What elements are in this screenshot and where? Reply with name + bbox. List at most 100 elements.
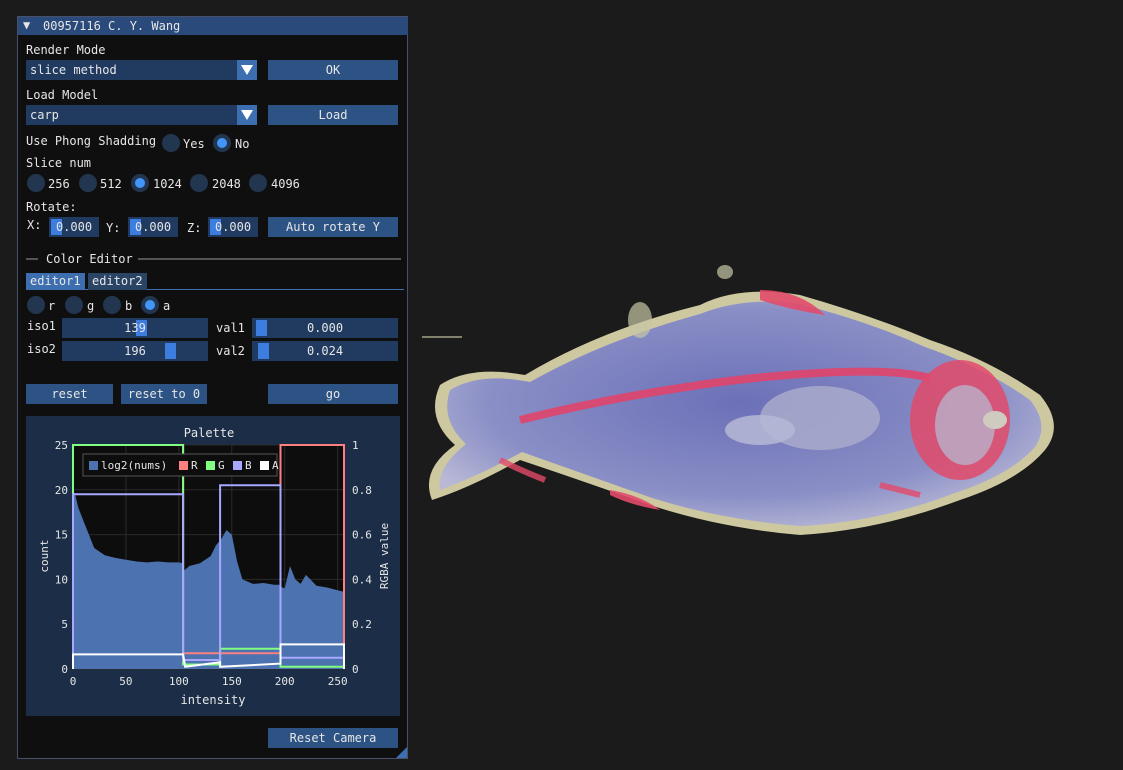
collapse-arrow-icon[interactable]: ▼ bbox=[23, 18, 31, 32]
x-tick-label: 0 bbox=[70, 675, 77, 688]
chart-xlabel: intensity bbox=[180, 693, 245, 707]
window-title: 00957116 C. Y. Wang bbox=[43, 19, 181, 33]
chevron-down-icon[interactable] bbox=[237, 60, 257, 80]
load-button[interactable]: Load bbox=[268, 105, 398, 125]
rotate-z-field[interactable]: 0.000 bbox=[208, 217, 258, 237]
channel-b-radio[interactable] bbox=[103, 296, 121, 314]
iso2-slider[interactable]: 196 bbox=[62, 341, 208, 361]
series-area-log2(nums) bbox=[73, 489, 344, 669]
render-mode-combo[interactable]: slice method bbox=[26, 60, 257, 80]
phong-yes-radio[interactable] bbox=[162, 134, 180, 152]
y2-tick-label: 1 bbox=[352, 439, 359, 452]
slice-4096-label: 4096 bbox=[271, 177, 300, 191]
rotate-x-field[interactable]: 0.000 bbox=[49, 217, 99, 237]
x-tick-label: 100 bbox=[169, 675, 189, 688]
slice-512-radio[interactable] bbox=[79, 174, 97, 192]
palette-chart-svg: Palette intensity count RGBA value 0 50 10… bbox=[38, 426, 391, 707]
x-tick-label: 150 bbox=[222, 675, 242, 688]
channel-a-label: a bbox=[163, 299, 171, 313]
load-model-label: Load Model bbox=[26, 88, 99, 102]
iso1-value: 139 bbox=[124, 321, 146, 335]
render-mode-label: Render Mode bbox=[26, 43, 106, 57]
volume-render-image bbox=[422, 265, 1054, 535]
iso1-slider[interactable]: 139 bbox=[62, 318, 208, 338]
slice-label: Slice num bbox=[26, 156, 92, 170]
rotate-x-label: X: bbox=[27, 218, 42, 232]
rotate-z-value: 0.000 bbox=[214, 220, 252, 234]
separator-right bbox=[138, 258, 401, 260]
legend-label: G bbox=[218, 459, 225, 472]
palette-plot[interactable]: Palette intensity count RGBA value 0 50 10… bbox=[26, 416, 400, 716]
phong-no-label: No bbox=[235, 137, 250, 151]
val1-value: 0.000 bbox=[306, 321, 344, 335]
auto-rotate-button[interactable]: Auto rotate Y bbox=[268, 217, 398, 237]
iso2-label: iso2 bbox=[27, 342, 56, 356]
resize-grip-icon[interactable] bbox=[396, 747, 407, 758]
tab-editor1[interactable]: editor1 bbox=[26, 273, 85, 290]
val2-slider[interactable]: 0.024 bbox=[252, 341, 398, 361]
rotate-y-field[interactable]: 0.000 bbox=[128, 217, 178, 237]
val1-slider[interactable]: 0.000 bbox=[252, 318, 398, 338]
legend-label: B bbox=[245, 459, 252, 472]
iso1-label: iso1 bbox=[27, 319, 56, 333]
chart-title: Palette bbox=[184, 426, 235, 440]
legend-label: log2(nums) bbox=[101, 459, 167, 472]
slice-4096-radio[interactable] bbox=[249, 174, 267, 192]
y2-tick-label: 0.4 bbox=[352, 573, 372, 586]
y2-tick-label: 0.6 bbox=[352, 529, 372, 542]
phong-label: Use Phong Shadding bbox=[26, 134, 157, 148]
val2-value: 0.024 bbox=[306, 344, 344, 358]
reset-to-zero-button[interactable]: reset to 0 bbox=[121, 384, 207, 404]
phong-yes-label: Yes bbox=[183, 137, 205, 151]
slice-2048-label: 2048 bbox=[212, 177, 241, 191]
channel-r-radio[interactable] bbox=[27, 296, 45, 314]
channel-b-label: b bbox=[125, 299, 133, 313]
x-tick-label: 50 bbox=[119, 675, 132, 688]
val1-label: val1 bbox=[216, 321, 245, 335]
render-mode-value: slice method bbox=[30, 63, 117, 77]
color-editor-title: Color Editor bbox=[46, 252, 133, 266]
series-line-B bbox=[72, 484, 345, 669]
slice-256-label: 256 bbox=[48, 177, 70, 191]
tab-bar-underline bbox=[26, 289, 404, 290]
channel-g-radio[interactable] bbox=[65, 296, 83, 314]
reset-button[interactable]: reset bbox=[26, 384, 113, 404]
chart-y2label: RGBA value bbox=[378, 523, 391, 589]
phong-no-radio[interactable] bbox=[213, 134, 231, 152]
legend-swatch bbox=[260, 461, 269, 470]
ok-button[interactable]: OK bbox=[268, 60, 398, 80]
render-viewport[interactable] bbox=[410, 0, 1123, 767]
y2-tick-label: 0.2 bbox=[352, 618, 372, 631]
channel-g-label: g bbox=[87, 299, 95, 313]
load-model-combo[interactable]: carp bbox=[26, 105, 257, 125]
rotate-z-label: Z: bbox=[187, 221, 202, 235]
legend-swatch bbox=[179, 461, 188, 470]
legend-swatch bbox=[206, 461, 215, 470]
slice-2048-radio[interactable] bbox=[190, 174, 208, 192]
chevron-down-icon[interactable] bbox=[237, 105, 257, 125]
go-button[interactable]: go bbox=[268, 384, 398, 404]
y2-tick-label: 0.8 bbox=[352, 484, 372, 497]
y2-tick-label: 0 bbox=[352, 663, 359, 676]
channel-a-radio[interactable] bbox=[141, 296, 159, 314]
legend-swatch bbox=[89, 461, 98, 470]
y-tick-label: 0 bbox=[61, 663, 68, 676]
y-tick-label: 20 bbox=[55, 484, 68, 497]
iso2-value: 196 bbox=[124, 344, 146, 358]
legend-swatch bbox=[233, 461, 242, 470]
separator-left bbox=[26, 258, 38, 260]
legend-label: R bbox=[191, 459, 198, 472]
x-tick-label: 250 bbox=[328, 675, 348, 688]
slice-1024-radio[interactable] bbox=[131, 174, 149, 192]
slice-256-radio[interactable] bbox=[27, 174, 45, 192]
rotate-y-label: Y: bbox=[106, 221, 121, 235]
y-tick-label: 25 bbox=[55, 439, 68, 452]
x-tick-label: 200 bbox=[275, 675, 295, 688]
window-titlebar[interactable] bbox=[18, 17, 408, 35]
tab-editor2[interactable]: editor2 bbox=[88, 273, 147, 290]
load-model-value: carp bbox=[30, 108, 59, 122]
slice-512-label: 512 bbox=[100, 177, 122, 191]
y-tick-label: 5 bbox=[61, 618, 68, 631]
val2-label: val2 bbox=[216, 344, 245, 358]
reset-camera-button[interactable]: Reset Camera bbox=[268, 728, 398, 748]
